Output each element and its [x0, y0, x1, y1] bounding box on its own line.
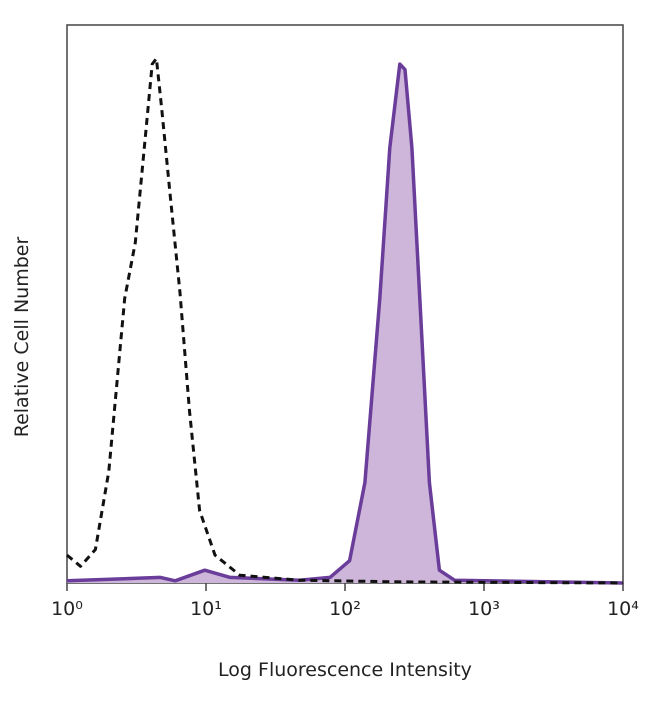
x-tick-label: 10³: [468, 598, 500, 620]
x-tick-label: 10¹: [190, 598, 222, 620]
histogram-line: [66, 57, 624, 585]
histogram-line: [66, 62, 624, 585]
y-axis-label: Relative Cell Number: [11, 237, 33, 438]
plot-frame: [66, 24, 624, 584]
x-tick-label: 10²: [329, 598, 361, 620]
x-tick-label: 10⁴: [607, 598, 639, 620]
histogram-fill: [67, 64, 623, 584]
x-tick-label: 10⁰: [51, 598, 83, 620]
x-axis-label: Log Fluorescence Intensity: [218, 659, 472, 681]
